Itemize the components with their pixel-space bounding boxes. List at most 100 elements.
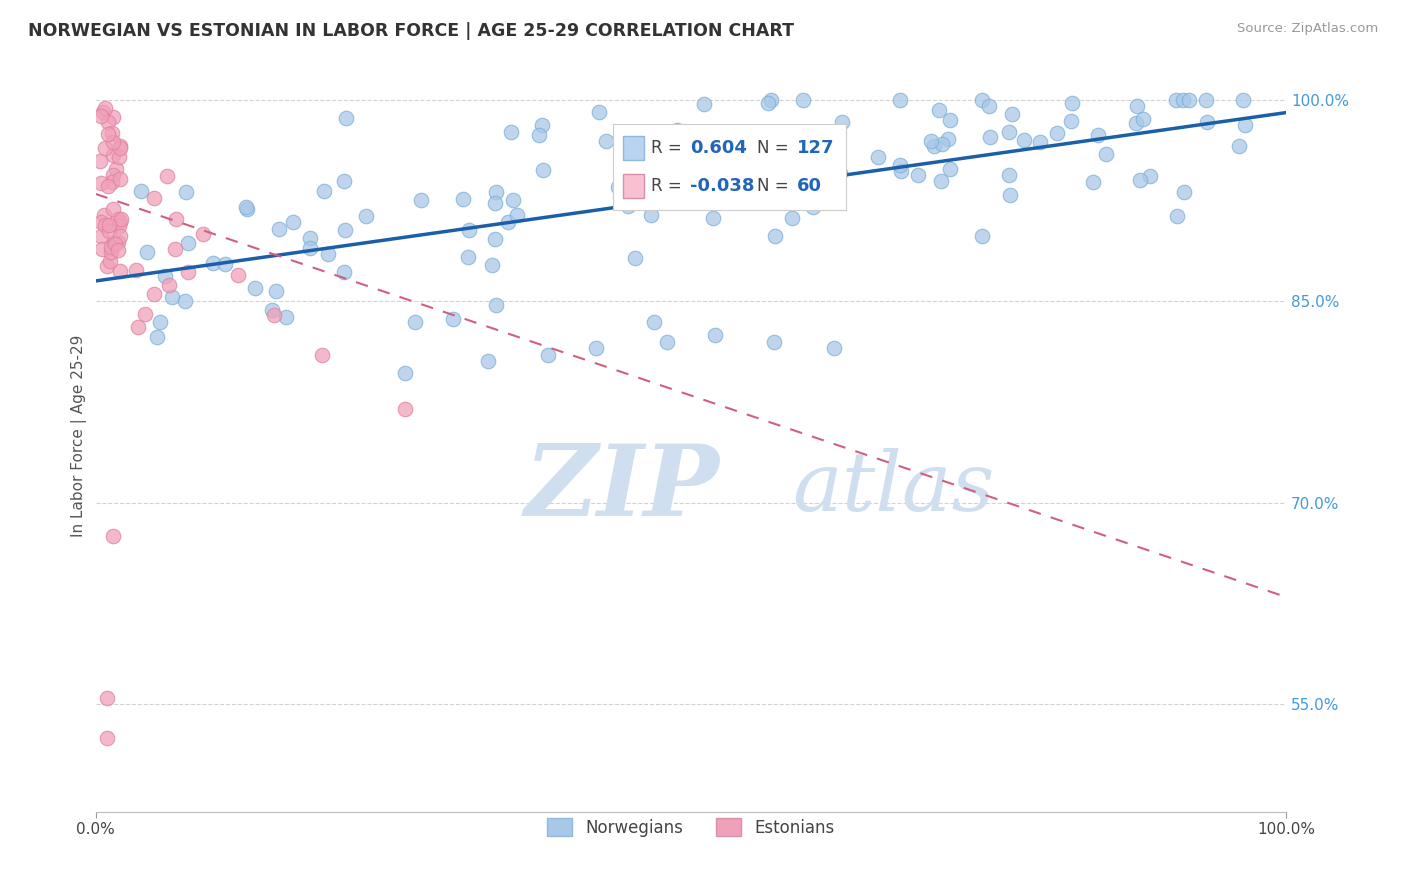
Point	[703, 328, 725, 343]
Point	[312, 184, 335, 198]
Point	[409, 193, 432, 207]
Point	[648, 140, 671, 154]
Point	[537, 348, 560, 362]
Point	[263, 308, 285, 322]
Point	[907, 168, 929, 182]
Point	[782, 157, 804, 171]
Point	[779, 167, 801, 181]
Point	[928, 103, 950, 118]
Point	[1177, 93, 1199, 107]
Point	[763, 334, 786, 349]
Point	[484, 196, 506, 211]
Point	[110, 212, 132, 227]
Point	[153, 268, 176, 283]
Point	[817, 147, 839, 161]
Point	[607, 180, 630, 194]
Point	[749, 143, 772, 157]
Point	[970, 93, 993, 107]
Point	[531, 162, 554, 177]
Point	[1232, 93, 1254, 107]
Point	[595, 134, 617, 148]
Point	[94, 218, 117, 232]
Point	[702, 211, 724, 226]
Point	[356, 209, 378, 223]
Point	[763, 229, 786, 244]
Point	[1229, 139, 1251, 153]
Point	[801, 201, 824, 215]
Point	[1081, 175, 1104, 189]
Point	[1060, 114, 1083, 128]
Point	[1129, 173, 1152, 187]
Point	[970, 229, 993, 244]
Point	[236, 202, 259, 216]
Point	[1194, 93, 1216, 107]
Point	[643, 315, 665, 329]
Point	[451, 192, 474, 206]
Point	[101, 147, 124, 161]
Point	[998, 188, 1021, 202]
Point	[93, 208, 115, 222]
Point	[485, 186, 508, 200]
Point	[245, 281, 267, 295]
Point	[617, 199, 640, 213]
Point	[939, 113, 962, 128]
Point	[720, 169, 742, 183]
Point	[624, 251, 647, 265]
Point	[756, 96, 779, 111]
Point	[585, 342, 607, 356]
Point	[274, 310, 297, 324]
Point	[780, 211, 803, 225]
Point	[142, 191, 165, 205]
Point	[264, 285, 287, 299]
Point	[692, 97, 714, 112]
Point	[868, 150, 890, 164]
Point	[103, 135, 125, 149]
Point	[98, 224, 121, 238]
Point	[939, 162, 962, 177]
Point	[143, 287, 166, 301]
Point	[769, 180, 792, 194]
Point	[89, 229, 111, 244]
Point	[91, 242, 114, 256]
Point	[922, 139, 945, 153]
Point	[298, 240, 321, 254]
Point	[165, 212, 187, 227]
Point	[156, 169, 179, 183]
Point	[1125, 116, 1147, 130]
Point	[1012, 133, 1035, 147]
Point	[890, 163, 912, 178]
Point	[176, 265, 198, 279]
Point	[821, 141, 844, 155]
Point	[98, 218, 121, 232]
Point	[103, 529, 125, 543]
Text: Source: ZipAtlas.com: Source: ZipAtlas.com	[1237, 22, 1378, 36]
Legend: Norwegians, Estonians: Norwegians, Estonians	[538, 810, 844, 845]
Point	[110, 139, 132, 153]
Point	[96, 259, 118, 273]
Point	[101, 168, 124, 182]
Point	[90, 215, 112, 229]
Point	[101, 175, 124, 189]
Point	[506, 208, 529, 222]
Point	[104, 237, 127, 252]
Point	[96, 731, 118, 745]
Text: ZIP: ZIP	[524, 440, 718, 537]
Point	[1173, 185, 1195, 199]
Point	[588, 105, 610, 120]
Point	[135, 245, 157, 260]
Point	[1087, 128, 1109, 142]
Point	[134, 307, 156, 321]
Point	[93, 141, 115, 155]
Point	[107, 244, 129, 258]
Point	[477, 353, 499, 368]
Point	[530, 119, 553, 133]
Point	[979, 99, 1001, 113]
Point	[262, 303, 284, 318]
Point	[94, 101, 117, 115]
Point	[931, 174, 953, 188]
Point	[90, 110, 112, 124]
Point	[177, 235, 200, 250]
Point	[640, 208, 662, 222]
Point	[831, 115, 853, 129]
Point	[145, 330, 167, 344]
